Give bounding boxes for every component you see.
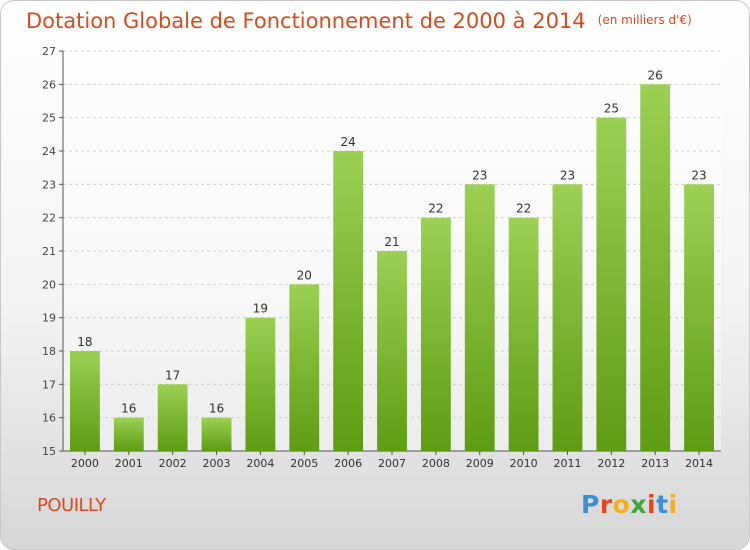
y-tick-label: 18 <box>42 345 56 358</box>
data-label: 22 <box>516 202 531 216</box>
data-label: 23 <box>691 168 706 182</box>
y-tick-label: 15 <box>42 445 56 458</box>
x-tick-label: 2003 <box>203 457 231 470</box>
bar <box>464 184 495 452</box>
x-tick-label: 2008 <box>422 457 450 470</box>
data-label: 23 <box>560 168 575 182</box>
data-label: 20 <box>297 268 312 282</box>
y-tick-label: 16 <box>42 412 56 425</box>
data-label: 17 <box>165 368 180 382</box>
bar <box>333 151 364 451</box>
bar <box>377 251 407 451</box>
logo-letter: o <box>612 490 631 519</box>
bar <box>508 217 539 451</box>
y-tick-label: 21 <box>42 245 56 258</box>
x-tick-label: 2009 <box>466 457 494 470</box>
x-tick-label: 2011 <box>553 457 581 470</box>
data-label: 16 <box>209 402 224 416</box>
bar <box>245 317 276 451</box>
y-tick-label: 24 <box>42 145 56 158</box>
unit-label: (en milliers d'€) <box>597 13 692 27</box>
x-tick-label: 2001 <box>115 457 143 470</box>
y-tick-label: 23 <box>42 178 56 191</box>
data-label: 26 <box>648 68 663 82</box>
x-tick-label: 2004 <box>246 457 274 470</box>
logo-letter: r <box>599 490 613 519</box>
chart-title: Dotation Globale de Fonctionnement de 20… <box>26 9 692 33</box>
x-tick-label: 2013 <box>641 457 669 470</box>
data-label: 16 <box>121 402 136 416</box>
data-label: 25 <box>604 102 619 116</box>
data-label: 23 <box>472 168 487 182</box>
x-tick-label: 2012 <box>597 457 625 470</box>
x-tick-label: 2010 <box>510 457 538 470</box>
x-tick-label: 2005 <box>290 457 318 470</box>
bar <box>684 184 714 452</box>
y-tick-label: 27 <box>42 45 56 58</box>
proxiti-logo[interactable]: Proxiti <box>581 490 678 519</box>
bar <box>113 417 144 451</box>
x-tick-label: 2014 <box>685 457 713 470</box>
x-tick-label: 2006 <box>334 457 362 470</box>
data-label: 21 <box>384 235 399 249</box>
x-tick-label: 2002 <box>159 457 187 470</box>
town-name: POUILLY <box>37 495 106 516</box>
bar <box>201 417 232 451</box>
data-label: 24 <box>340 135 355 149</box>
chart-title-text: Dotation Globale de Fonctionnement de 20… <box>26 9 586 33</box>
bar <box>640 84 671 451</box>
y-tick-label: 20 <box>42 278 56 291</box>
y-tick-label: 17 <box>42 378 56 391</box>
data-label: 18 <box>77 335 92 349</box>
x-tick-label: 2000 <box>71 457 99 470</box>
y-tick-label: 26 <box>42 78 56 91</box>
bar <box>157 384 188 451</box>
logo-letter: t <box>656 490 669 519</box>
data-label: 22 <box>428 202 443 216</box>
y-tick-label: 22 <box>42 212 56 225</box>
y-tick-label: 19 <box>42 312 56 325</box>
x-tick-label: 2007 <box>378 457 406 470</box>
data-label: 19 <box>253 302 268 316</box>
logo-letter: P <box>581 490 600 519</box>
bar <box>289 284 320 451</box>
logo-letter: x <box>630 490 647 519</box>
logo-letter: i <box>668 490 678 519</box>
logo-letter: i <box>647 490 657 519</box>
bar <box>552 184 583 452</box>
bar <box>420 217 451 451</box>
y-tick-label: 25 <box>42 112 56 125</box>
bar <box>70 351 100 451</box>
bar <box>596 117 627 452</box>
